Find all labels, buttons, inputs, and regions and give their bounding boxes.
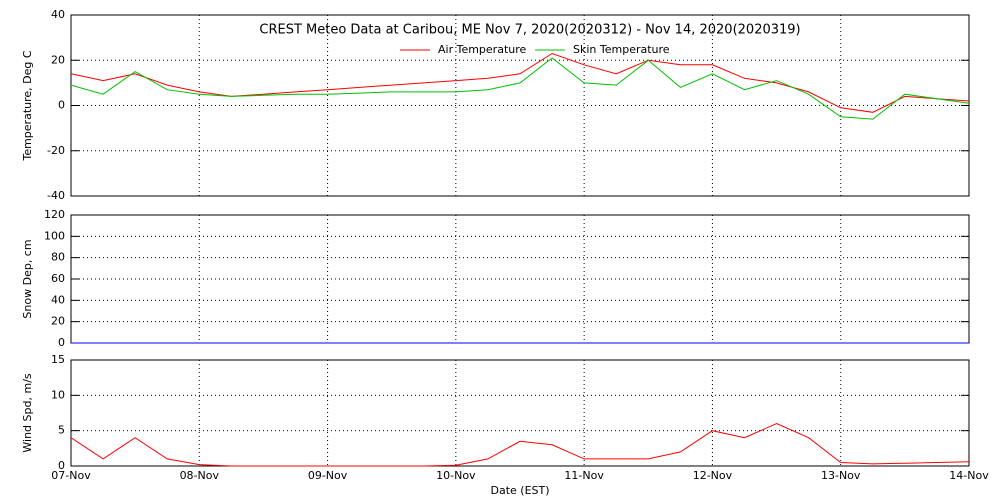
x-tick-label: 13-Nov [821, 469, 861, 482]
data-line [70, 423, 970, 467]
y-tick-label: 20 [51, 53, 65, 66]
x-tick-label: 07-Nov [51, 469, 91, 482]
y-tick-label: 5 [58, 424, 65, 437]
plot-frame [70, 14, 970, 197]
y-tick-label: 0 [58, 99, 65, 112]
y-tick-label: 100 [44, 229, 65, 242]
y-axis-label: Wind Spd, m/s [21, 373, 34, 453]
plot-frame [70, 359, 970, 467]
y-tick-label: 40 [51, 8, 65, 21]
x-tick-label: 14-Nov [949, 469, 989, 482]
y-axis-label: Snow Dep, cm [21, 239, 34, 318]
x-axis-label: Date (EST) [490, 484, 549, 497]
x-tick-label: 09-Nov [308, 469, 348, 482]
x-tick-label: 08-Nov [180, 469, 220, 482]
legend-label: Air Temperature [438, 43, 527, 56]
y-tick-label: 20 [51, 315, 65, 328]
x-tick-label: 12-Nov [693, 469, 733, 482]
data-line [70, 57, 970, 120]
chart-title: CREST Meteo Data at Caribou, ME Nov 7, 2… [259, 23, 800, 38]
y-tick-label: 120 [44, 208, 65, 221]
y-tick-label: 15 [51, 353, 65, 366]
data-line [70, 52, 970, 113]
y-tick-label: 60 [51, 272, 65, 285]
x-tick-label: 11-Nov [564, 469, 604, 482]
y-tick-label: 10 [51, 388, 65, 401]
y-tick-label: 0 [58, 459, 65, 472]
y-tick-label: 80 [51, 251, 65, 264]
y-tick-label: -40 [47, 189, 65, 202]
y-tick-label: -20 [47, 144, 65, 157]
y-axis-label: Temperature, Deg C [21, 50, 34, 161]
y-tick-label: 40 [51, 293, 65, 306]
y-tick-label: 0 [58, 336, 65, 349]
legend-label: Skin Temperature [573, 43, 670, 56]
x-tick-label: 10-Nov [436, 469, 476, 482]
